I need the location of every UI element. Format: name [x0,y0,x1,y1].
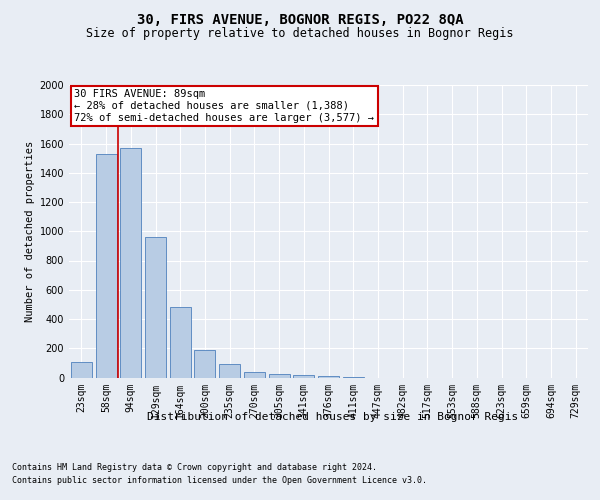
Text: 30 FIRS AVENUE: 89sqm
← 28% of detached houses are smaller (1,388)
72% of semi-d: 30 FIRS AVENUE: 89sqm ← 28% of detached … [74,90,374,122]
Text: Distribution of detached houses by size in Bognor Regis: Distribution of detached houses by size … [148,412,518,422]
Bar [120,148,141,378]
Bar [194,350,215,378]
Bar [71,362,92,378]
Bar [318,376,339,378]
Bar [293,375,314,378]
Bar [95,154,116,378]
Bar [219,364,240,378]
Bar [170,308,191,378]
Text: Contains public sector information licensed under the Open Government Licence v3: Contains public sector information licen… [12,476,427,485]
Bar [145,237,166,378]
Text: Contains HM Land Registry data © Crown copyright and database right 2024.: Contains HM Land Registry data © Crown c… [12,462,377,471]
Text: Size of property relative to detached houses in Bognor Regis: Size of property relative to detached ho… [86,28,514,40]
Bar [244,372,265,378]
Y-axis label: Number of detached properties: Number of detached properties [25,140,35,322]
Bar [269,374,290,378]
Text: 30, FIRS AVENUE, BOGNOR REGIS, PO22 8QA: 30, FIRS AVENUE, BOGNOR REGIS, PO22 8QA [137,12,463,26]
